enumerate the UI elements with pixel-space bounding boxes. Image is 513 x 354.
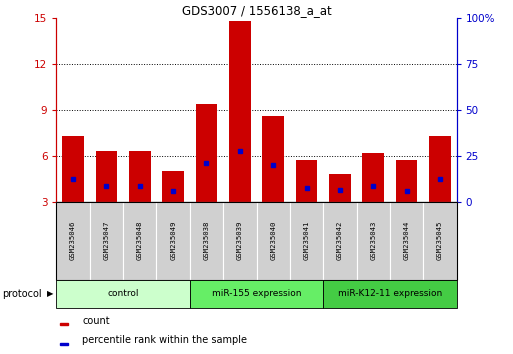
Bar <box>357 202 390 280</box>
Bar <box>61 324 68 325</box>
Text: protocol: protocol <box>3 289 42 299</box>
Text: count: count <box>83 316 110 326</box>
Text: GSM235045: GSM235045 <box>437 221 443 261</box>
Bar <box>195 104 218 202</box>
Bar <box>396 160 418 202</box>
Bar <box>190 202 223 280</box>
Bar <box>90 202 123 280</box>
Text: GSM235039: GSM235039 <box>237 221 243 261</box>
Text: GSM235042: GSM235042 <box>337 221 343 261</box>
Text: miR-155 expression: miR-155 expression <box>212 289 301 298</box>
Bar <box>256 202 290 280</box>
Bar <box>190 280 323 308</box>
Text: miR-K12-11 expression: miR-K12-11 expression <box>338 289 442 298</box>
Bar <box>95 151 117 202</box>
Bar <box>223 202 256 280</box>
Bar <box>262 116 284 202</box>
Title: GDS3007 / 1556138_a_at: GDS3007 / 1556138_a_at <box>182 4 331 17</box>
Text: GSM235048: GSM235048 <box>137 221 143 261</box>
Text: percentile rank within the sample: percentile rank within the sample <box>83 335 247 345</box>
Bar <box>290 202 323 280</box>
Bar <box>56 202 90 280</box>
Text: GSM235041: GSM235041 <box>304 221 309 261</box>
Text: GSM235046: GSM235046 <box>70 221 76 261</box>
Text: GSM235043: GSM235043 <box>370 221 376 261</box>
Text: control: control <box>107 289 139 298</box>
Bar <box>362 153 384 202</box>
Bar <box>229 21 251 202</box>
Bar <box>329 174 351 202</box>
Bar <box>423 202 457 280</box>
Text: ▶: ▶ <box>47 289 54 298</box>
Bar <box>56 280 190 308</box>
Bar <box>62 136 84 202</box>
Bar <box>323 202 357 280</box>
Text: GSM235040: GSM235040 <box>270 221 276 261</box>
Bar <box>295 160 318 202</box>
Bar <box>61 343 68 345</box>
Bar <box>390 202 423 280</box>
Text: GSM235049: GSM235049 <box>170 221 176 261</box>
Text: GSM235038: GSM235038 <box>204 221 209 261</box>
Text: GSM235047: GSM235047 <box>104 221 109 261</box>
Bar <box>429 136 451 202</box>
Bar <box>129 151 151 202</box>
Bar <box>323 280 457 308</box>
Bar <box>123 202 156 280</box>
Text: GSM235044: GSM235044 <box>404 221 409 261</box>
Bar <box>156 202 190 280</box>
Bar <box>162 171 184 202</box>
